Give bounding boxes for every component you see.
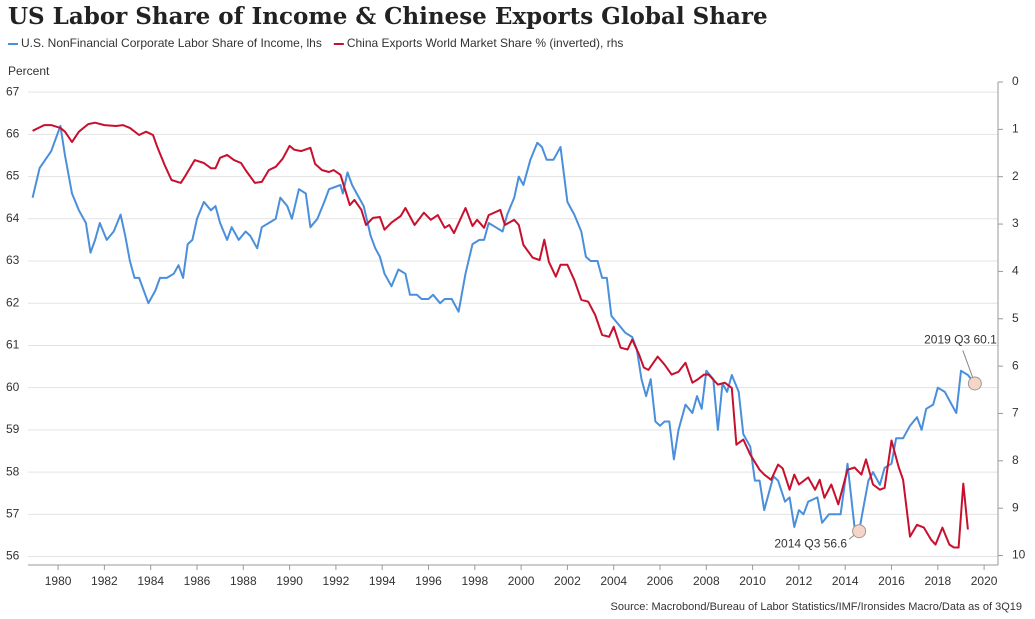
y2-tick-label: 10: [1012, 548, 1026, 562]
x-tick-label: 1988: [230, 574, 257, 588]
x-tick-label: 2018: [924, 574, 951, 588]
legend-label: U.S. NonFinancial Corporate Labor Share …: [21, 36, 322, 50]
x-tick-label: 2010: [739, 574, 766, 588]
annotation-label: 2014 Q3 56.6: [774, 536, 847, 550]
series-line: [32, 121, 969, 549]
legend-label: China Exports World Market Share % (inve…: [347, 36, 624, 50]
x-tick-label: 1986: [184, 574, 211, 588]
y-tick-label: 58: [6, 464, 20, 478]
y-tick-label: 60: [6, 380, 20, 394]
annotation-label: 2019 Q3 60.1: [924, 333, 997, 347]
y-tick-label: 65: [6, 169, 20, 183]
y-tick-label: 62: [6, 295, 20, 309]
annotation-marker: [967, 376, 982, 391]
y-tick-label: 56: [6, 549, 20, 563]
x-tick-label: 2008: [693, 574, 720, 588]
y-tick-label: 59: [6, 422, 20, 436]
y-axis-label: Percent: [8, 64, 50, 78]
y2-tick-label: 0: [1012, 74, 1019, 88]
x-tick-label: 1994: [369, 574, 396, 588]
y2-tick-label: 2: [1012, 169, 1019, 183]
x-tick-label: 2016: [878, 574, 905, 588]
y-tick-label: 67: [6, 84, 20, 98]
x-tick-label: 1980: [45, 574, 72, 588]
y2-tick-label: 1: [1012, 122, 1019, 136]
series-line: [31, 124, 976, 533]
y2-tick-label: 5: [1012, 311, 1019, 325]
source-note: Source: Macrobond/Bureau of Labor Statis…: [611, 601, 1022, 613]
x-tick-label: 2000: [508, 574, 535, 588]
y-tick-label: 63: [6, 253, 20, 267]
y2-tick-label: 9: [1012, 500, 1019, 514]
x-tick-label: 2012: [786, 574, 813, 588]
x-tick-label: 2002: [554, 574, 581, 588]
y-tick-label: 64: [6, 211, 20, 225]
chart-title: US Labor Share of Income & Chinese Expor…: [8, 3, 768, 30]
x-tick-label: 2014: [832, 574, 859, 588]
y-tick-label: 57: [6, 507, 20, 521]
x-tick-label: 2004: [600, 574, 627, 588]
y-tick-label: 66: [6, 127, 20, 141]
x-tick-label: 1996: [415, 574, 442, 588]
y2-tick-label: 6: [1012, 358, 1019, 372]
y2-tick-label: 8: [1012, 453, 1019, 467]
x-tick-label: 1990: [276, 574, 303, 588]
x-tick-label: 1998: [461, 574, 488, 588]
y2-tick-label: 4: [1012, 264, 1019, 278]
x-tick-label: 1992: [323, 574, 350, 588]
x-tick-label: 1982: [91, 574, 118, 588]
x-tick-label: 2020: [971, 574, 998, 588]
x-tick-label: 2006: [647, 574, 674, 588]
y2-tick-label: 3: [1012, 216, 1019, 230]
x-tick-label: 1984: [137, 574, 164, 588]
annotation-marker: [852, 524, 867, 539]
y2-tick-label: 7: [1012, 406, 1019, 420]
y-tick-label: 61: [6, 338, 20, 352]
